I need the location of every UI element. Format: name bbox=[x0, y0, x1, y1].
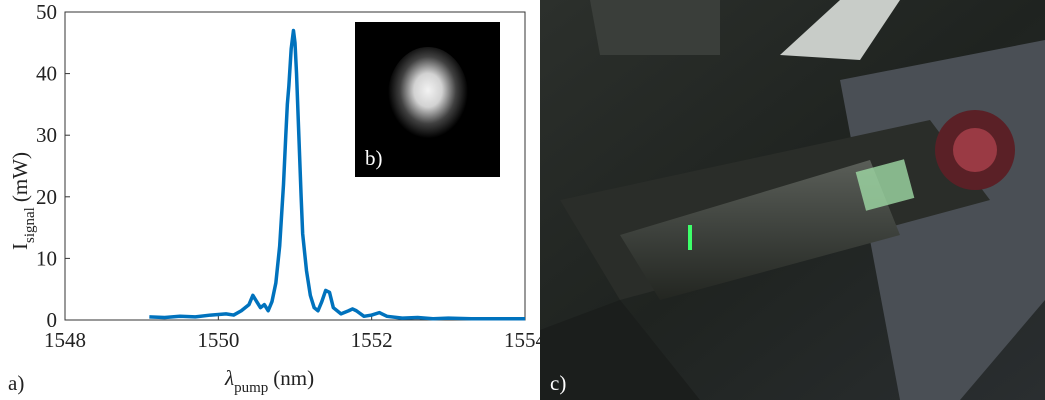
panel-label: c) bbox=[550, 371, 566, 395]
y-tick-label: 40 bbox=[36, 62, 57, 86]
x-tick-label: 1548 bbox=[44, 328, 86, 352]
y-axis-label: Isignal(mW) bbox=[8, 152, 38, 250]
axes-box bbox=[64, 11, 526, 321]
x-tick-label: 1554 bbox=[504, 328, 547, 352]
data-line bbox=[149, 28, 525, 321]
y-tick-label: 10 bbox=[36, 246, 57, 270]
panel-label: a) bbox=[8, 371, 24, 395]
y-tick-label: 20 bbox=[36, 185, 57, 209]
x-axis-label: λpump (nm) bbox=[224, 366, 314, 396]
photo bbox=[540, 0, 1045, 400]
y-tick-label: 30 bbox=[36, 123, 57, 147]
y-tick-label: 50 bbox=[36, 0, 57, 24]
x-tick-label: 1550 bbox=[197, 328, 239, 352]
y-tick-label: 0 bbox=[47, 308, 58, 332]
panel-label: b) bbox=[365, 146, 383, 170]
inset-image bbox=[355, 22, 500, 177]
x-tick-label: 1552 bbox=[351, 328, 393, 352]
